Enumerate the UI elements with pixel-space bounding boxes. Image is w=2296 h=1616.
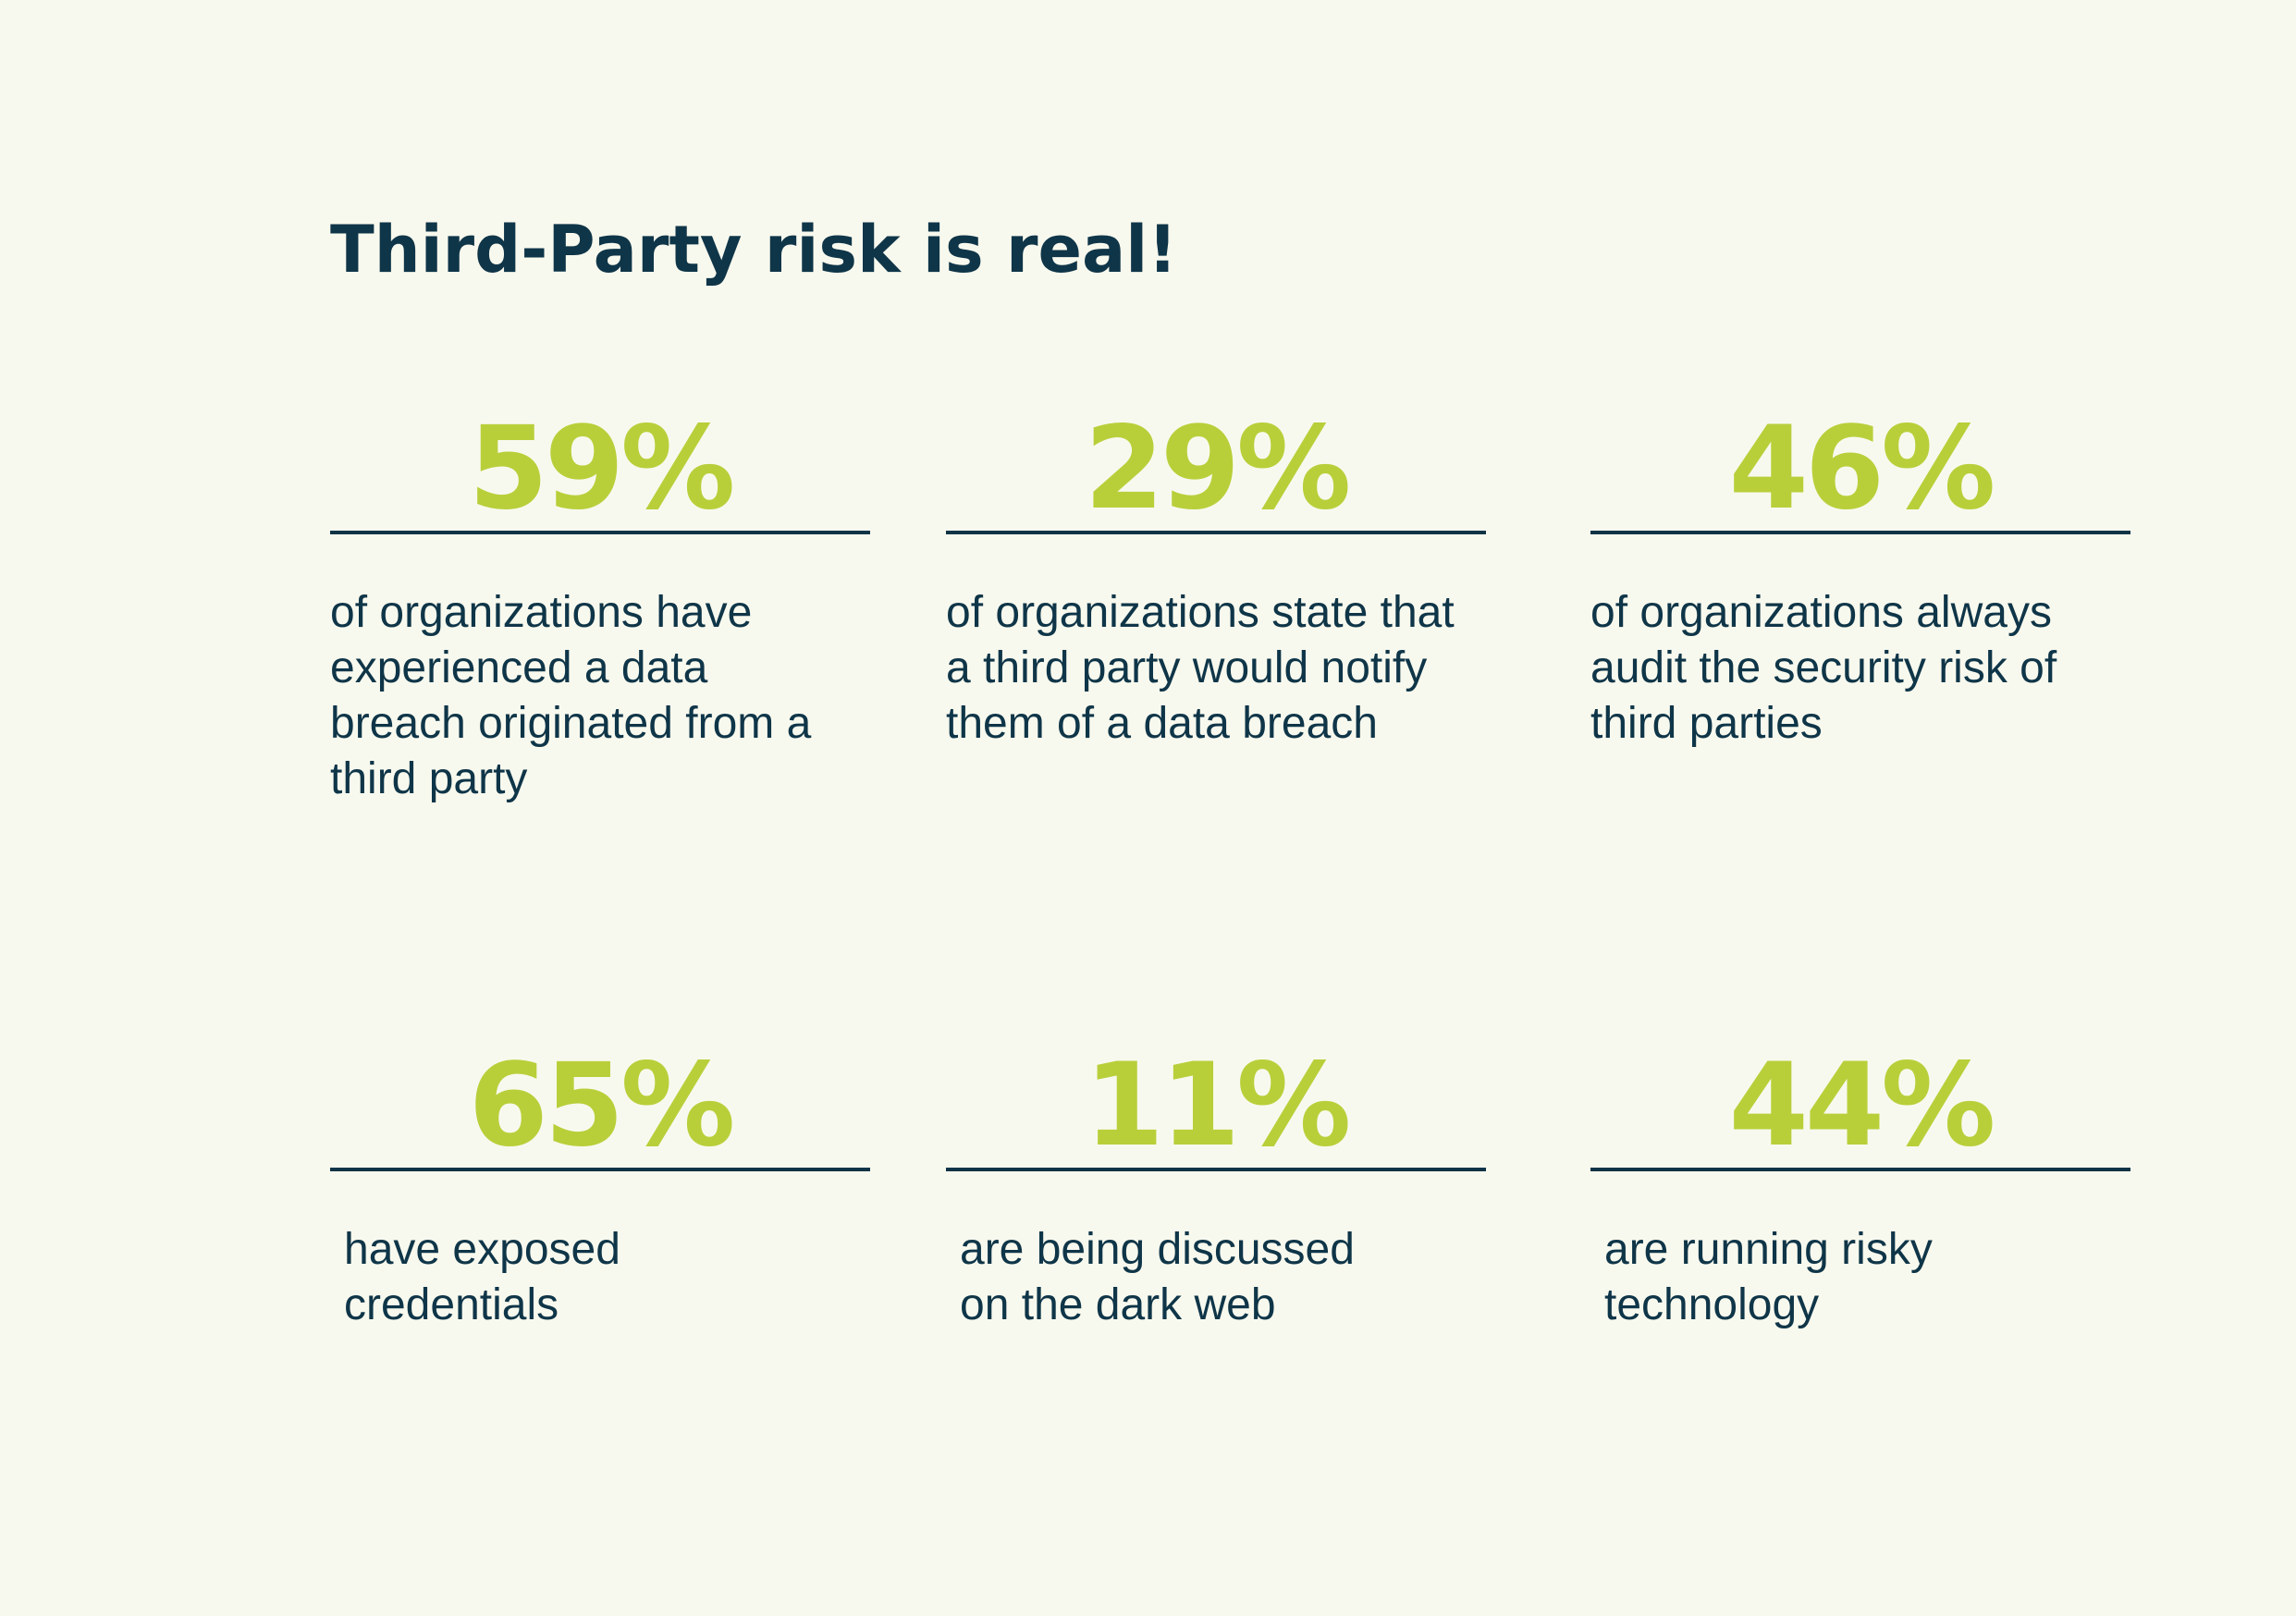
stat-value: 44% <box>1728 1039 1996 1172</box>
stat-value: 46% <box>1728 402 1996 535</box>
divider <box>1590 1168 2130 1171</box>
stat-value: 59% <box>468 402 736 535</box>
divider <box>330 1168 870 1171</box>
stat-description: of organizations state that a third part… <box>946 588 1455 748</box>
divider <box>946 531 1486 534</box>
stat-value: 65% <box>468 1039 736 1172</box>
divider <box>1590 531 2130 534</box>
stat-description: are running risky technology <box>1604 1225 1933 1329</box>
stat-block: 44% are running risky technology <box>1590 1039 2130 1329</box>
stat-block: 29% of organizations state that a third … <box>946 402 1486 748</box>
stat-block: 65% have exposed credentials <box>330 1039 870 1329</box>
stat-block: 59% of organizations have experienced a … <box>330 402 870 803</box>
stat-value: 29% <box>1084 402 1352 535</box>
divider <box>946 1168 1486 1171</box>
divider <box>330 531 870 534</box>
stat-description: of organizations have experienced a data… <box>330 588 812 803</box>
stat-block: 46% of organizations always audit the se… <box>1590 402 2130 748</box>
stat-description: have exposed credentials <box>344 1225 620 1329</box>
stat-block: 11% are being discussed on the dark web <box>946 1039 1486 1329</box>
page-title: Third-Party risk is real! <box>330 212 1178 288</box>
stat-description: of organizations always audit the securi… <box>1590 588 2057 748</box>
stat-value: 11% <box>1084 1039 1352 1172</box>
stat-description: are being discussed on the dark web <box>960 1225 1355 1329</box>
